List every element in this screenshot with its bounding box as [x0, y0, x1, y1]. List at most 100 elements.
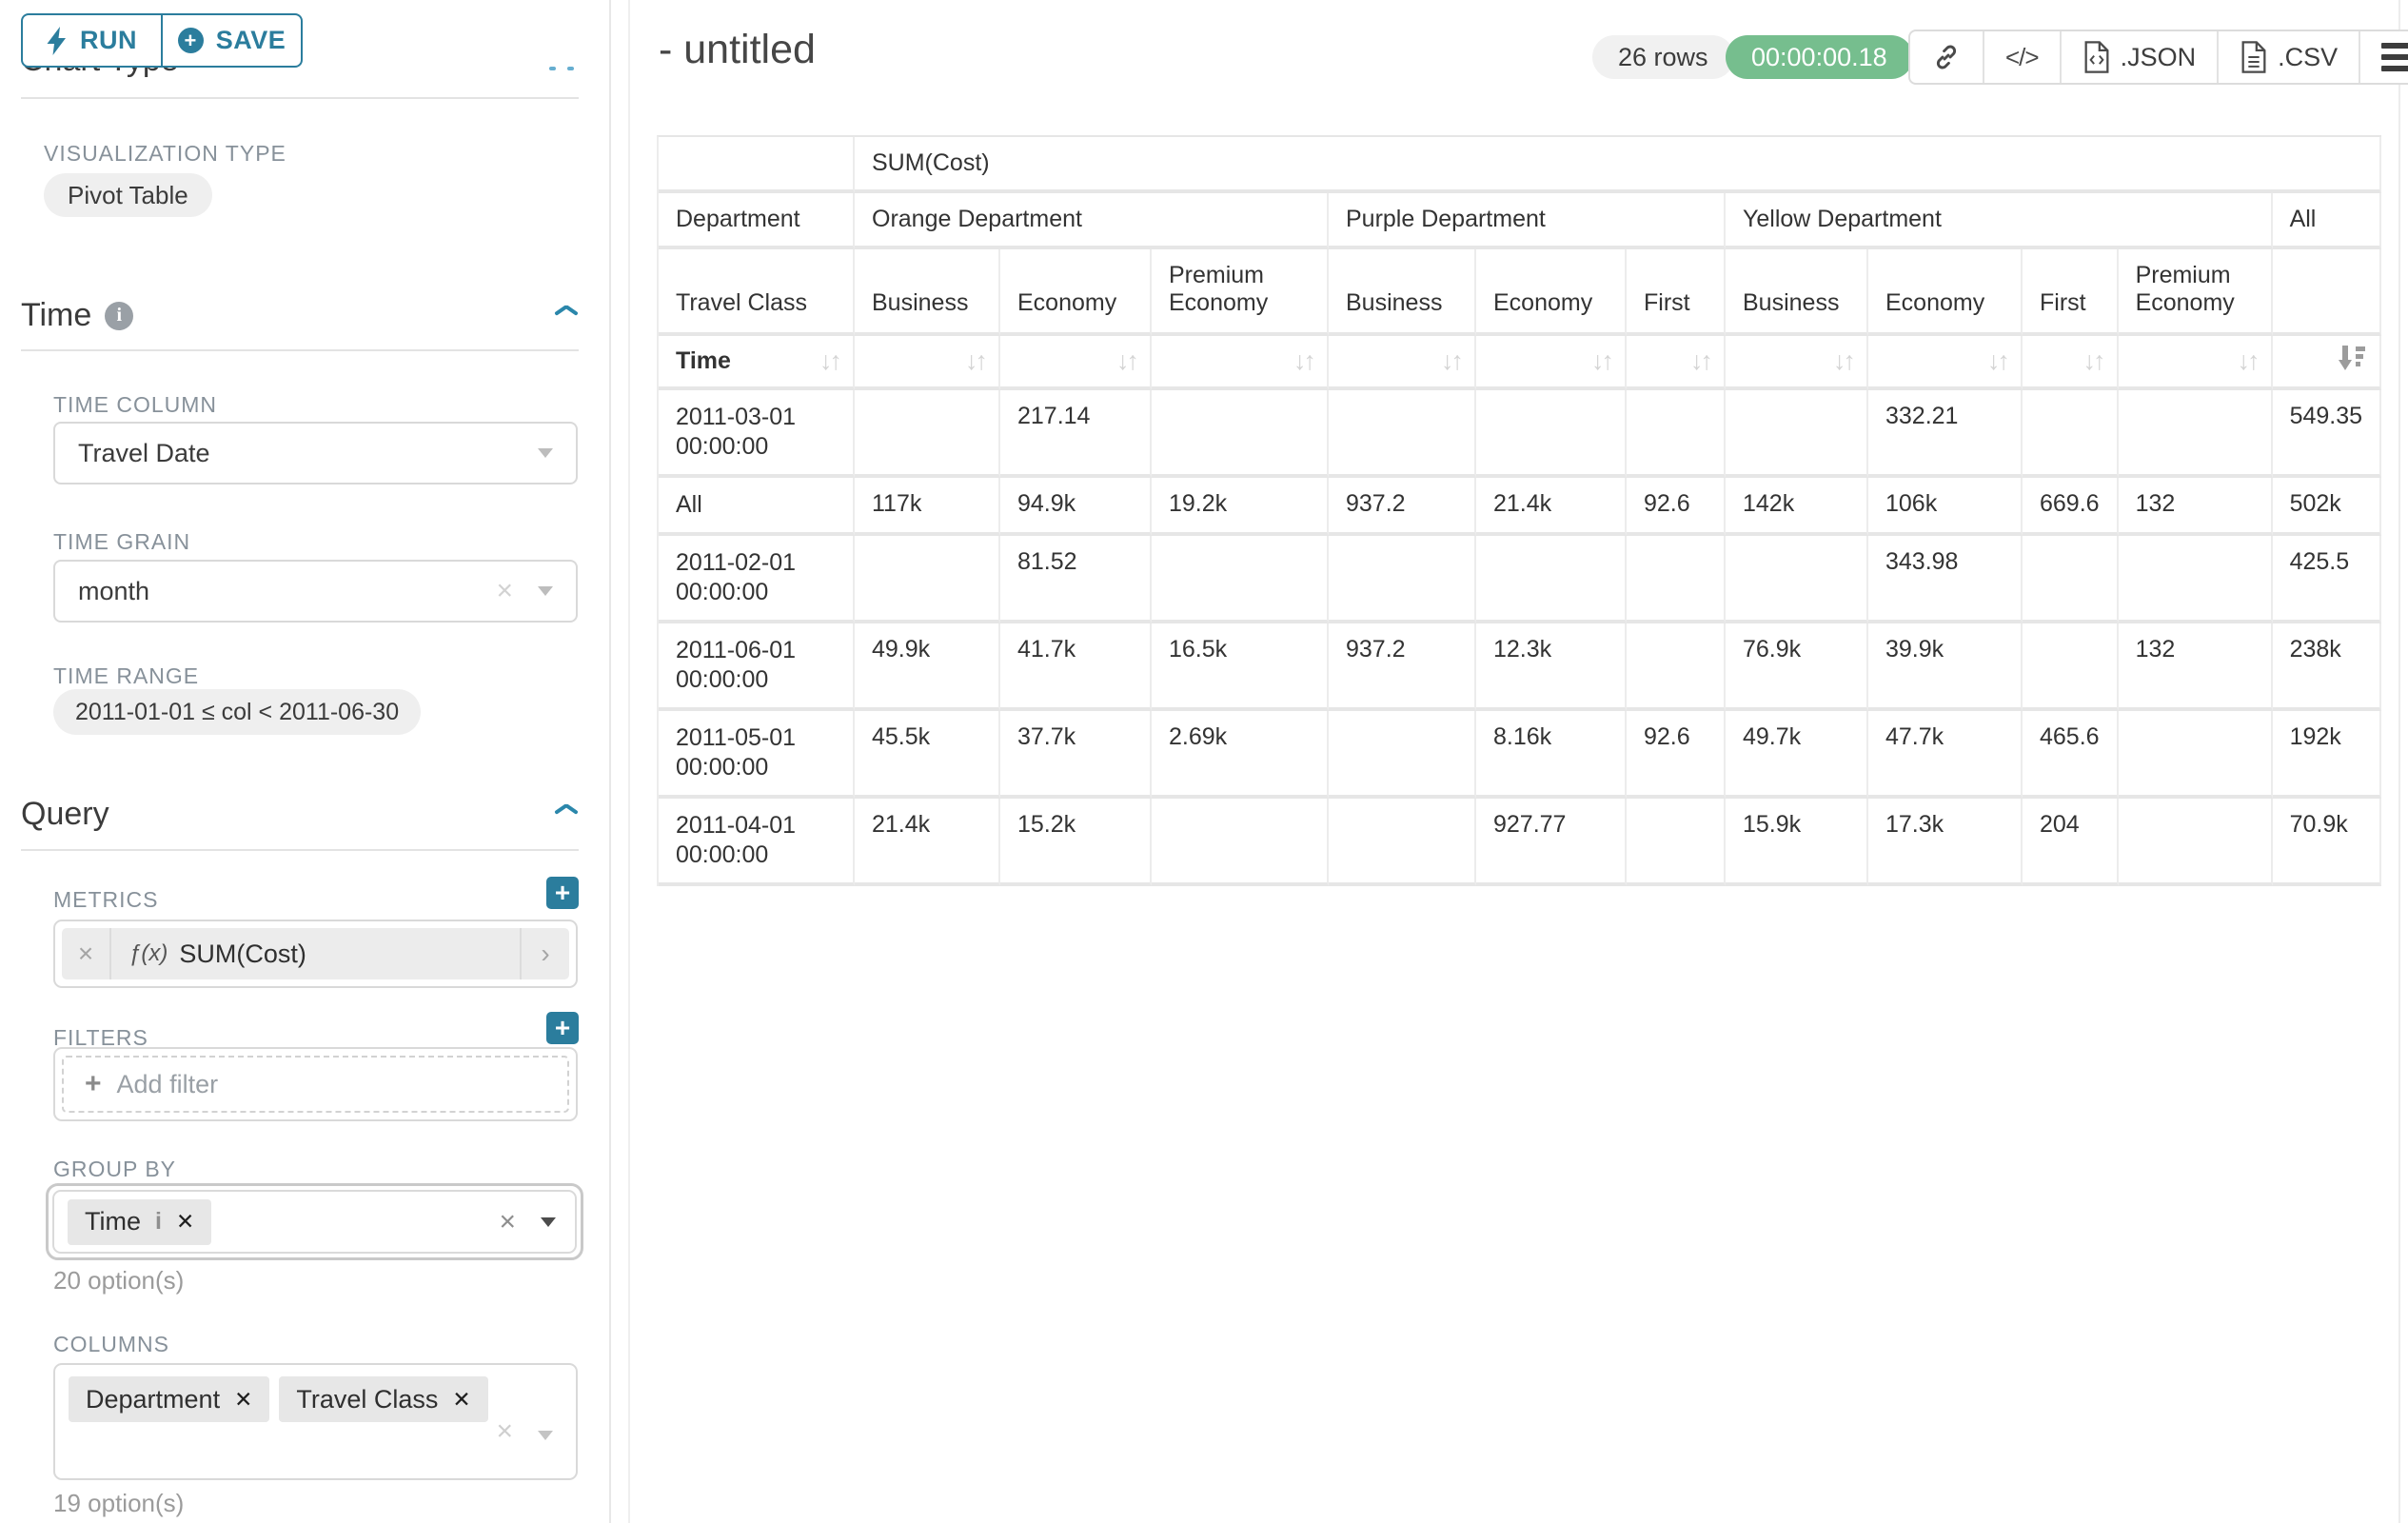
sort-descending-icon[interactable] — [2336, 344, 2366, 379]
group-by-chips: Timei✕ — [68, 1199, 211, 1245]
value-cell: 15.9k — [1726, 799, 1868, 886]
column-header: Economy — [1000, 249, 1152, 336]
pivot-data-row: 2011-04-01 00:00:0021.4k15.2k927.7715.9k… — [659, 799, 2381, 886]
columns-label: COLUMNS — [53, 1332, 169, 1357]
value-cell — [2119, 799, 2273, 886]
sort-icon[interactable]: ↓↑ — [2083, 346, 2103, 376]
metrics-label: METRICS — [53, 887, 159, 913]
export-json-button[interactable]: .JSON — [2060, 31, 2218, 83]
dimension-chip[interactable]: Department✕ — [69, 1376, 269, 1422]
value-cell — [2023, 390, 2119, 478]
metric-body[interactable]: ƒ(x) SUM(Cost) — [111, 940, 520, 969]
info-icon: i — [105, 302, 133, 330]
value-cell — [2119, 390, 2273, 478]
sort-icon[interactable]: ↓↑ — [819, 346, 839, 376]
value-cell: 16.5k — [1152, 623, 1329, 711]
sort-icon[interactable]: ↓↑ — [1116, 346, 1136, 376]
sort-icon[interactable]: ↓↑ — [1987, 346, 2007, 376]
value-cell: 106k — [1868, 478, 2023, 536]
value-cell: 217.14 — [1000, 390, 1152, 478]
value-cell: 17.3k — [1868, 799, 2023, 886]
chevron-right-icon[interactable]: › — [520, 928, 569, 979]
clear-icon[interactable]: × — [496, 577, 513, 605]
chart-menu-button[interactable] — [2359, 31, 2408, 83]
chevron-up-icon — [567, 67, 574, 70]
sort-icon[interactable]: ↓↑ — [1833, 346, 1853, 376]
value-cell: 204 — [2023, 799, 2119, 886]
value-cell: 37.7k — [1000, 711, 1152, 799]
metric-value: SUM(Cost) — [179, 940, 306, 969]
dimension-chip[interactable]: Timei✕ — [68, 1199, 211, 1245]
section-divider — [21, 849, 579, 851]
time-range-value: 2011-01-01 ≤ col < 2011-06-30 — [75, 699, 399, 726]
time-grain-select[interactable]: month × — [53, 560, 578, 623]
metric-pill: × ƒ(x) SUM(Cost) › — [62, 928, 569, 979]
sort-cell: ↓↑ — [1627, 336, 1726, 390]
export-csv-button[interactable]: .CSV — [2217, 31, 2359, 83]
pivot-corner-cell — [659, 137, 855, 193]
value-cell — [2023, 536, 2119, 623]
group-by-select[interactable]: Timei✕ × — [46, 1183, 583, 1260]
value-cell — [1627, 623, 1726, 711]
value-cell: 47.7k — [1868, 711, 2023, 799]
query-timer-text: 00:00:00.18 — [1751, 43, 1887, 72]
value-cell — [1152, 390, 1329, 478]
remove-metric-icon[interactable]: × — [62, 928, 111, 979]
dimension-chip[interactable]: Travel Class✕ — [279, 1376, 487, 1422]
value-cell: 132 — [2119, 623, 2273, 711]
time-section-header: Time i — [21, 297, 579, 334]
sort-icon[interactable]: ↓↑ — [1441, 346, 1461, 376]
add-metric-button[interactable]: + — [546, 877, 579, 909]
value-cell: 549.35 — [2273, 390, 2381, 478]
share-link-button[interactable] — [1910, 31, 1983, 83]
remove-chip-icon[interactable]: ✕ — [234, 1387, 252, 1413]
value-cell: 19.2k — [1152, 478, 1329, 536]
value-cell: 49.7k — [1726, 711, 1868, 799]
sort-cell: ↓↑ — [2119, 336, 2273, 390]
sort-icon[interactable]: ↓↑ — [1690, 346, 1710, 376]
link-icon — [1931, 42, 1962, 72]
add-filter-button[interactable]: + Add filter — [62, 1056, 569, 1113]
value-cell — [1329, 799, 1476, 886]
chevron-down-icon — [538, 1431, 553, 1440]
section-divider — [21, 349, 579, 351]
remove-chip-icon[interactable]: ✕ — [176, 1209, 194, 1235]
value-cell: 12.3k — [1476, 623, 1627, 711]
control-panel: Chart Type RUN + SAVE VISUALIZATION TYPE… — [0, 0, 609, 1523]
visualization-type-chip[interactable]: Pivot Table — [44, 173, 212, 217]
clear-icon[interactable]: × — [496, 1417, 513, 1446]
add-filter-plus-button[interactable]: + — [546, 1012, 579, 1044]
value-cell: 94.9k — [1000, 478, 1152, 536]
sort-cell: ↓↑ — [1868, 336, 2023, 390]
run-button[interactable]: RUN — [23, 15, 161, 66]
column-header: Premium Economy — [2119, 249, 2273, 336]
chevron-down-icon — [538, 448, 553, 458]
sort-icon[interactable]: ↓↑ — [965, 346, 985, 376]
time-column-value: Travel Date — [78, 439, 210, 468]
time-range-chip[interactable]: 2011-01-01 ≤ col < 2011-06-30 — [53, 689, 421, 735]
sort-icon[interactable]: ↓↑ — [1293, 346, 1313, 376]
column-header: Business — [855, 249, 1000, 336]
time-column-select[interactable]: Travel Date — [53, 422, 578, 485]
dimension-chip-label: Time — [85, 1207, 141, 1236]
clear-icon[interactable]: × — [499, 1208, 516, 1236]
pivot-data-row: 2011-06-01 00:00:0049.9k41.7k16.5k937.21… — [659, 623, 2381, 711]
collapse-chevron-icon[interactable] — [554, 308, 579, 323]
metric-header-cell: SUM(Cost) — [855, 137, 2381, 193]
collapse-chevron-icon[interactable] — [554, 807, 579, 821]
value-cell: 70.9k — [2273, 799, 2381, 886]
chart-title[interactable]: - untitled — [659, 27, 816, 73]
row-header-cell: 2011-04-01 00:00:00 — [659, 799, 855, 886]
view-query-button[interactable]: </> — [1983, 31, 2060, 83]
pivot-table-container: SUM(Cost)DepartmentOrange DepartmentPurp… — [657, 135, 2381, 886]
sort-icon[interactable]: ↓↑ — [1591, 346, 1611, 376]
save-button[interactable]: + SAVE — [161, 15, 301, 66]
columns-select[interactable]: Department✕Travel Class✕ × — [53, 1363, 578, 1480]
panel-scrollbar[interactable] — [609, 0, 630, 1523]
function-icon: ƒ(x) — [128, 940, 168, 967]
sort-icon[interactable]: ↓↑ — [2238, 346, 2258, 376]
value-cell — [2023, 623, 2119, 711]
page-scrollbar[interactable] — [2398, 0, 2400, 1523]
column-header: Economy — [1868, 249, 2023, 336]
remove-chip-icon[interactable]: ✕ — [452, 1387, 470, 1413]
